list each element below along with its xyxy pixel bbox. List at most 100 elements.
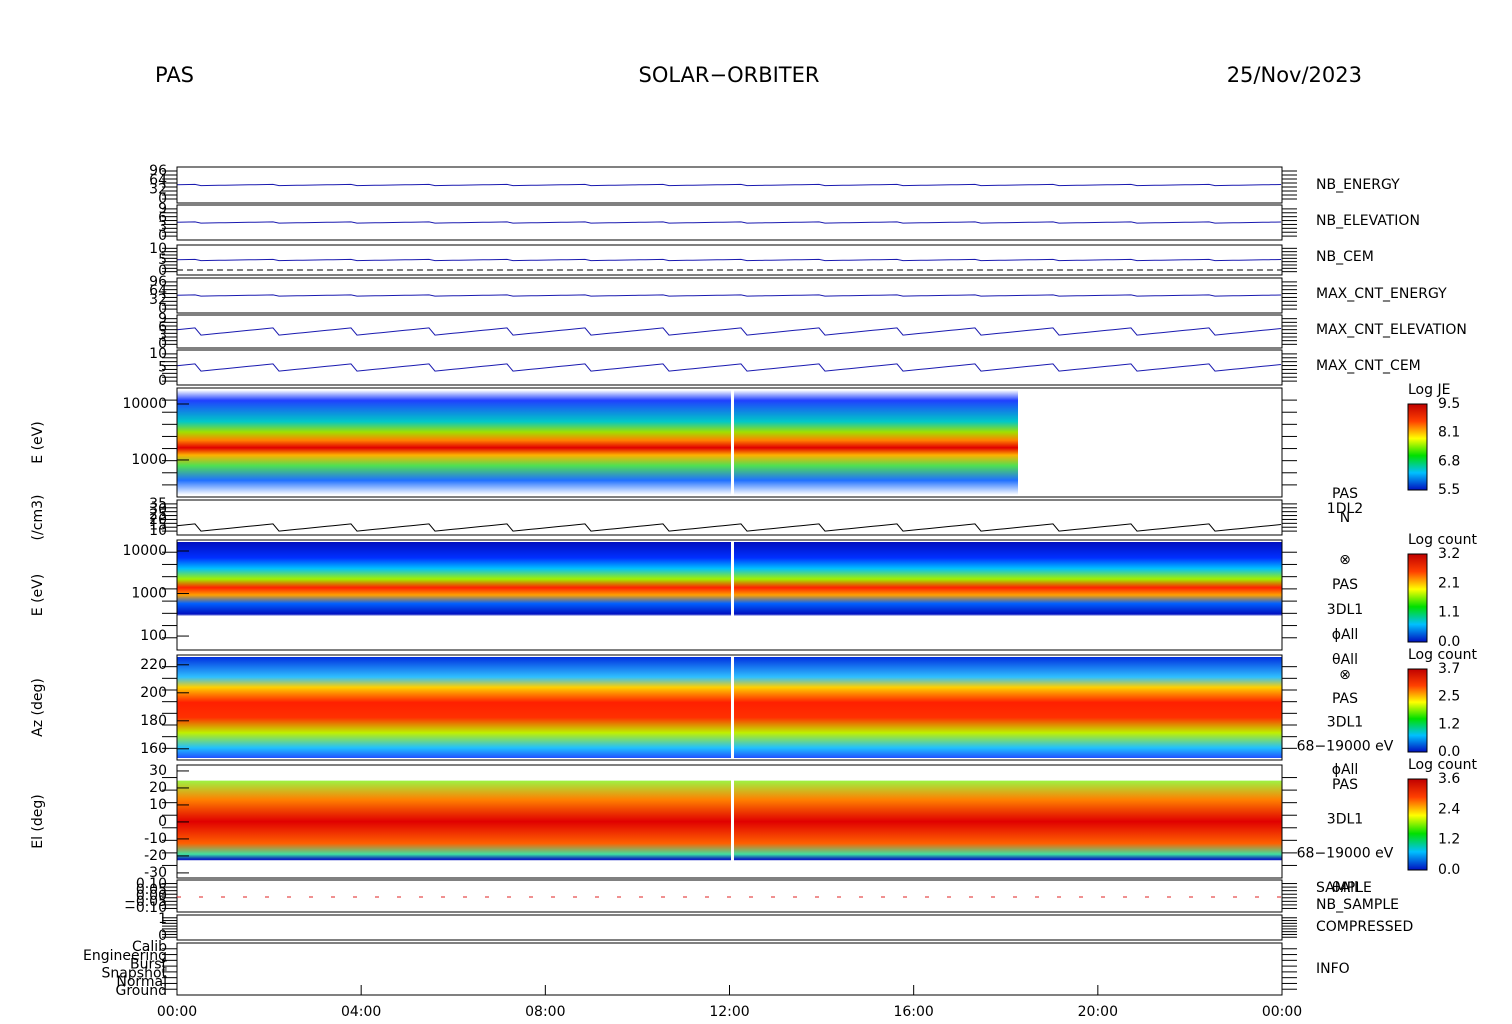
y-tick-label: -10 [144,831,167,847]
y-tick-label: −0.10 [124,900,167,916]
y-tick-label: 15 [149,518,167,534]
colorbar-title: Log count [1408,532,1477,548]
colorbar-tick-label: 5.5 [1438,482,1460,498]
y-tick-label: 32 [149,292,167,308]
y-tick-label: 9 [158,201,167,217]
panel-annotation: ⊗ [1339,552,1351,568]
y-tick-label: Burst [130,957,168,973]
y-tick-label: 0 [158,191,167,207]
y-tick-label: 1 [158,911,167,927]
data-gap [731,767,734,876]
panel-label: MAX_CNT_ELEVATION [1316,322,1467,338]
trace [176,258,1282,262]
panel-annotation: 68−19000 eV [1297,738,1394,754]
colorbar-tick-label: 1.1 [1438,605,1460,621]
panel-annotation: PAS [1332,486,1358,502]
y-tick-label: 35 [149,496,167,512]
spectrogram [177,657,1282,758]
colorbar-tick-label: 8.1 [1438,425,1460,441]
panel-annotation: ϕAll [1332,762,1359,778]
colorbar-tick-label: 0.0 [1438,744,1460,760]
header-left: PAS [155,63,194,87]
trace [176,221,1282,224]
y-tick-label: 10 [149,241,167,257]
panel-frame [176,654,1283,761]
colorbar [1407,668,1428,753]
y-tick-label: 0.00 [136,888,167,904]
y-tick-label: 180 [140,713,167,729]
y-tick-label: Engineering [83,948,167,964]
y-tick-label: 20 [149,512,167,528]
data-gap [731,657,734,758]
y-tick-label: 30 [149,763,167,779]
y-tick-label: 220 [140,657,167,673]
y-tick-label: 10 [149,523,167,539]
panel-label: NB_ELEVATION [1316,213,1420,229]
panel-frame [176,879,1283,913]
colorbar-tick-label: 0.0 [1438,862,1460,878]
y-tick-label: 96 [149,163,167,179]
y-tick-label: 10000 [122,543,167,559]
panel-frame [176,166,1283,204]
y-tick-label: 32 [149,182,167,198]
y-tick-label: 0 [158,263,167,279]
spectrogram [177,542,1282,648]
colorbar-tick-label: 0.0 [1438,634,1460,650]
panel-annotation: ϕAll [1332,627,1359,643]
panel-annotation: 1DL2 [1327,501,1363,517]
panel-annotation: θAll [1332,880,1358,896]
y-axis-label: El (deg) [30,794,46,849]
panel-annotation: 3DL1 [1327,811,1363,827]
x-tick-label: 04:00 [341,1004,381,1020]
panel-frame [176,349,1283,386]
y-tick-label: 3 [158,219,167,235]
colorbar-tick-label: 2.1 [1438,575,1460,591]
y-tick-label: 5 [158,360,167,376]
y-tick-label: 160 [140,741,167,757]
x-tick-label: 00:00 [157,1004,197,1020]
colorbar [1407,553,1428,643]
panel-label: NB_SAMPLE [1316,897,1399,913]
y-tick-label: 10000 [122,396,167,412]
panel-frame [176,387,1283,498]
y-tick-label: 0 [158,814,167,830]
panel-frame [176,499,1283,536]
y-tick-label: 20 [149,780,167,796]
panel-annotation: PAS [1332,777,1358,793]
y-tick-label: 3 [158,328,167,344]
colorbar-tick-label: 2.5 [1438,689,1460,705]
y-tick-label: 64 [149,172,167,188]
colorbar-tick-label: 1.2 [1438,716,1460,732]
panel-label: SAMPLE [1316,880,1372,896]
trace [176,294,1282,297]
x-tick-label: 08:00 [525,1004,565,1020]
y-tick-label: −0.05 [124,894,167,910]
y-tick-label: 0 [158,373,167,389]
y-axis-label: Az (deg) [30,678,46,737]
y-tick-label: 6 [158,319,167,335]
colorbar-tick-label: 1.2 [1438,832,1460,848]
panel-annotation: 68−19000 eV [1297,846,1394,862]
colorbar [1407,778,1428,871]
y-tick-label: 64 [149,283,167,299]
x-tick-label: 12:00 [709,1004,749,1020]
panel-annotation: θAll [1332,652,1358,668]
y-tick-label: 200 [140,685,167,701]
panel-frame [176,914,1283,941]
colorbar-tick-label: 2.4 [1438,801,1460,817]
y-axis-label: E (eV) [30,574,46,616]
panel-frame [176,204,1283,241]
colorbar-title: Log JE [1408,382,1450,398]
panel-label: MAX_CNT_ENERGY [1316,286,1447,302]
y-tick-label: Snapshot [102,965,168,981]
y-axis-label: E (eV) [30,421,46,463]
panel-label: INFO [1316,961,1350,977]
panel-annotation: PAS [1332,577,1358,593]
spectrogram [177,767,1282,876]
x-tick-label: 20:00 [1078,1004,1118,1020]
panel-frame [176,539,1283,651]
data-gap [731,390,734,495]
y-tick-label: Normal [116,974,167,990]
colorbar-title: Log count [1408,757,1477,773]
